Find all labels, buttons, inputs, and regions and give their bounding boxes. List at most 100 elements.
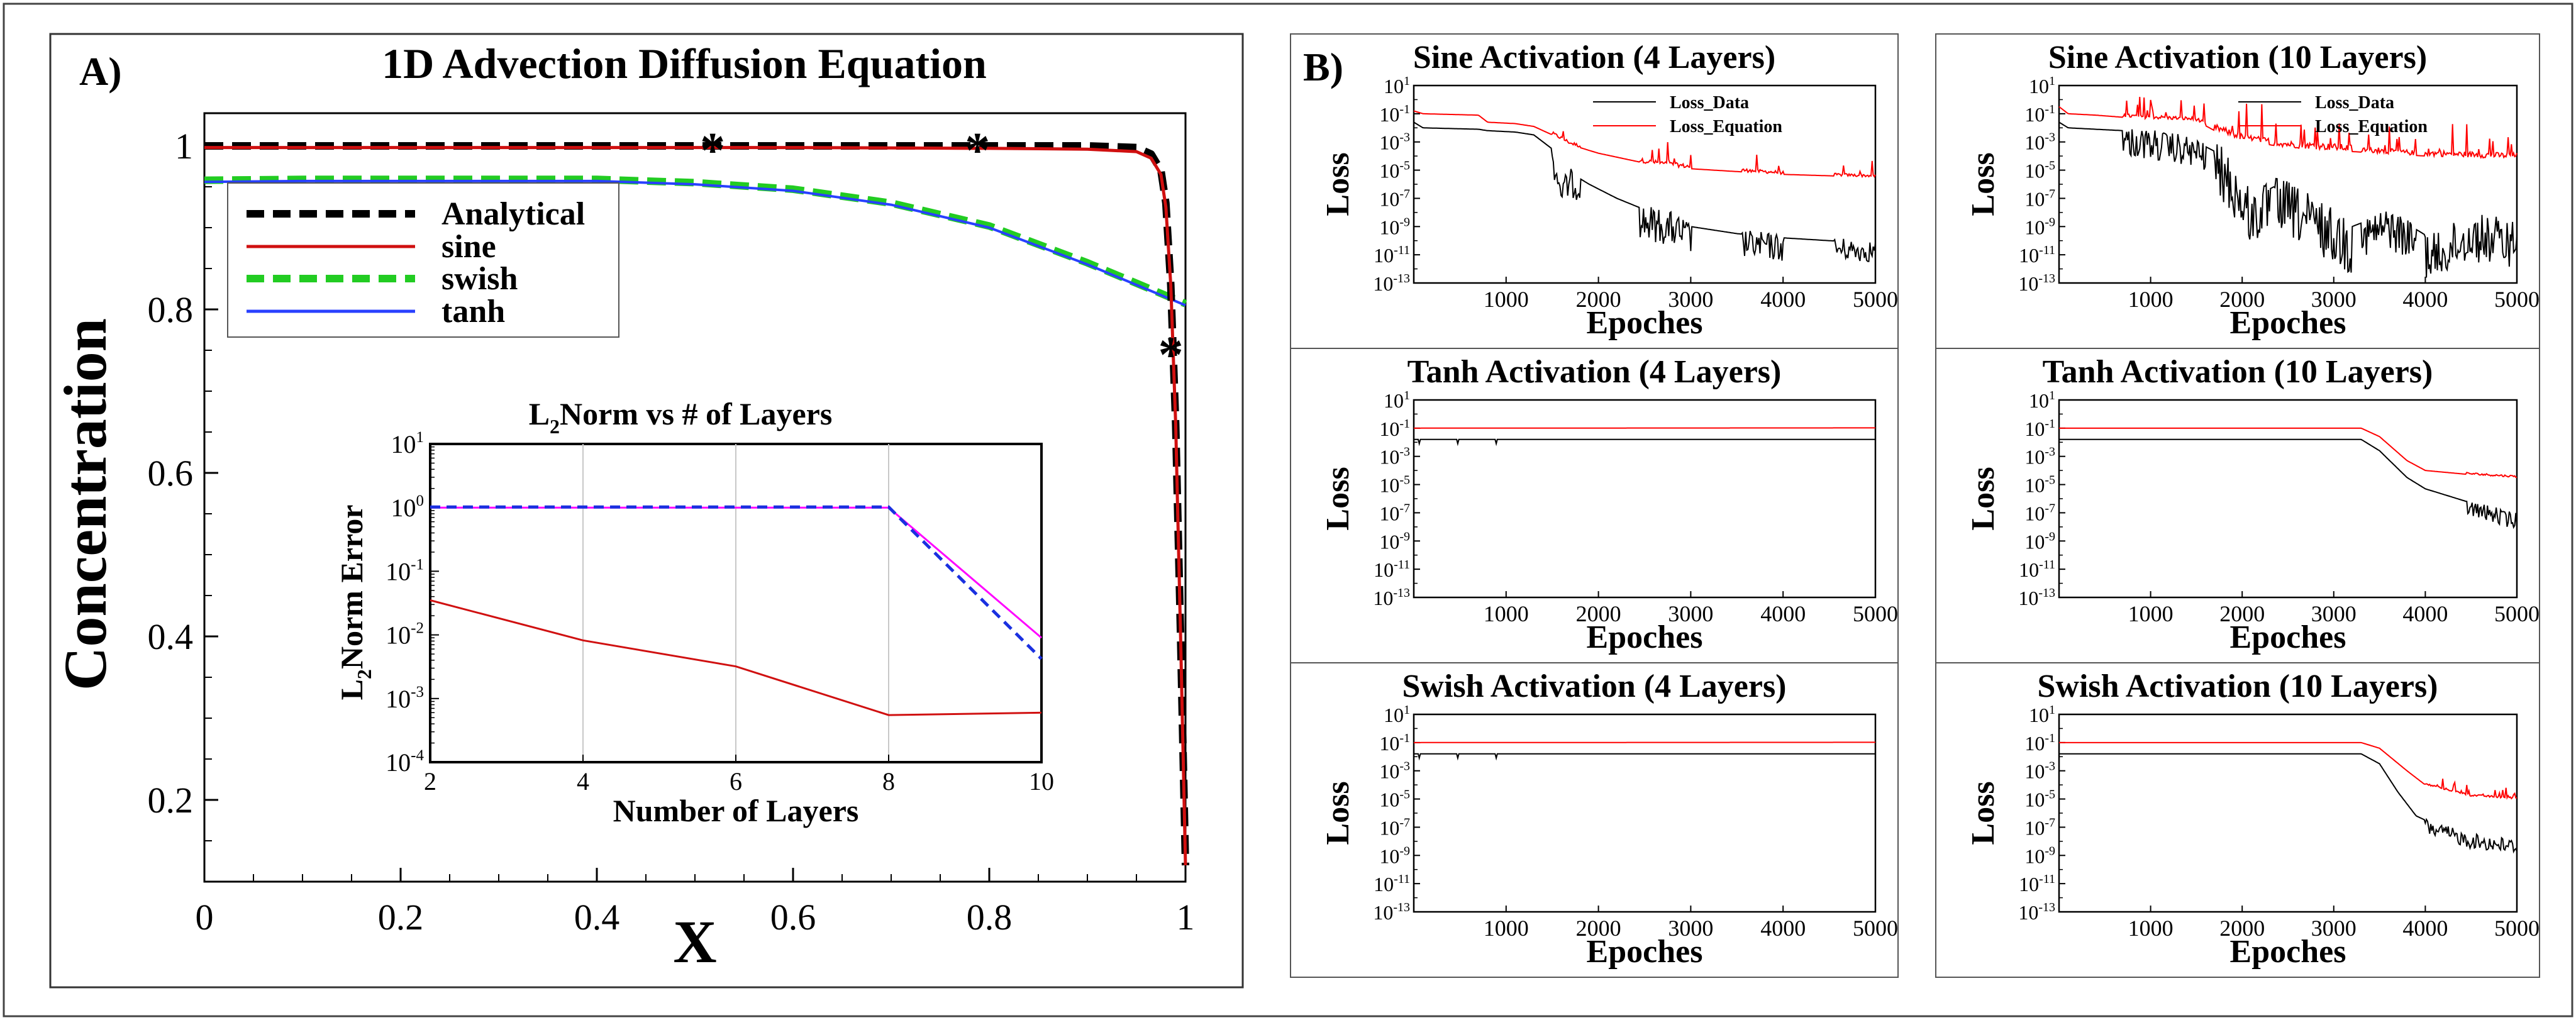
panel-b-label: B) [1303, 45, 1343, 89]
loss-y-tick-label: 10-7 [1379, 816, 1410, 839]
inset-title: L2Norm vs # of Layers [529, 396, 833, 438]
loss-x-tick-label: 3000 [2311, 916, 2357, 941]
loss-y-tick-label: 101 [2029, 703, 2055, 726]
main-chart-series [204, 142, 1189, 866]
inset-x-tick-label: 8 [882, 767, 895, 795]
loss-y-tick-label: 101 [2029, 74, 2055, 97]
loss-y-tick-label: 10-1 [1379, 103, 1410, 126]
loss-y-tick-label: 10-13 [1373, 901, 1410, 924]
loss-y-tick-label: 10-5 [2024, 788, 2055, 811]
loss-y-tick-label: 10-11 [2019, 872, 2055, 895]
loss-panel-frame [1935, 662, 2540, 978]
loss-y-tick-label: 10-11 [1374, 558, 1410, 581]
loss-y-tick-label: 10-5 [1379, 788, 1410, 811]
main-chart-y-label: Concentration [52, 318, 119, 690]
loss-x-label: Epoches [1587, 934, 1703, 970]
loss-x-tick-label: 1000 [2128, 601, 2174, 626]
loss-y-tick-label: 10-13 [2018, 901, 2055, 924]
main-x-tick-label: 1 [1177, 897, 1195, 938]
loss-x-tick-label: 3000 [1668, 601, 1713, 626]
inset-x-tick-label: 6 [730, 767, 742, 795]
loss-y-tick-label: 10-9 [2024, 215, 2055, 238]
loss-y-tick-label: 10-11 [1374, 872, 1410, 895]
main-series-sine [204, 146, 1187, 866]
loss-y-tick-label: 10-3 [1379, 131, 1410, 154]
loss-y-label: Loss [1965, 781, 2001, 845]
inset-x-tick-label: 2 [424, 767, 436, 795]
loss-x-tick-label: 2000 [2219, 287, 2265, 312]
loss-x-tick-label: 1000 [2128, 916, 2174, 941]
loss-y-tick-label: 10-3 [1379, 445, 1410, 468]
loss-equation-series [2058, 96, 2518, 159]
loss-data-series [1414, 753, 1875, 761]
loss-y-tick-label: 10-1 [2024, 731, 2055, 755]
inset-x-label: Number of Layers [613, 793, 859, 828]
inset-series-2 [430, 505, 1043, 660]
loss-y-tick-label: 101 [1384, 389, 1410, 412]
loss-y-tick-label: 10-11 [2019, 243, 2055, 267]
main-y-tick-label: 0.6 [148, 453, 194, 494]
inset-y-tick-label: 10-3 [386, 684, 424, 713]
main-x-tick-label: 0.6 [770, 897, 816, 938]
loss-y-tick-label: 10-1 [1379, 417, 1410, 440]
loss-x-tick-label: 5000 [1853, 601, 1898, 626]
main-chart-markers: * * * [700, 123, 1184, 383]
loss-panel-title: Sine Activation (10 Layers) [2048, 40, 2427, 75]
loss-x-tick-label: 3000 [2311, 287, 2357, 312]
legend-label-tanh: tanh [441, 294, 505, 330]
loss-panel-3: Tanh Activation (10 Layers)101 10-1 10-3 10… [1935, 348, 2540, 663]
loss-x-label: Epoches [2230, 305, 2346, 341]
main-chart-legend: Analytical sine swish tanh [227, 182, 619, 338]
loss-panel-5: Swish Activation (10 Layers)101 10-1 10-3 1… [1935, 662, 2540, 978]
main-chart-title: 1D Advection Diffusion Equation [382, 40, 987, 87]
main-x-tick-label: 0.8 [967, 897, 1013, 938]
panel-a-frame [49, 33, 1244, 989]
main-x-tick-label: 0 [196, 897, 214, 938]
loss-y-tick-label: 10-9 [1379, 844, 1410, 867]
main-series-tanh [204, 179, 1186, 307]
analytical-point-marker: * [700, 123, 725, 179]
loss-y-tick-label: 10-3 [2024, 445, 2055, 468]
loss-panel-0: Sine Activation (4 Layers)101 10-1 10-3 10-… [1290, 33, 1899, 349]
loss-y-tick-label: 10-7 [2024, 187, 2055, 210]
loss-x-tick-label: 3000 [1668, 916, 1713, 941]
inset-x-tick-label: 10 [1029, 767, 1054, 795]
loss-panel-title: Tanh Activation (4 Layers) [1407, 354, 1782, 390]
loss-y-tick-label: 10-3 [2024, 131, 2055, 154]
loss-x-tick-label: 5000 [2494, 916, 2540, 941]
loss-x-tick-label: 1000 [2128, 287, 2174, 312]
loss-x-label: Epoches [2230, 619, 2346, 655]
loss-x-label: Epoches [1587, 619, 1703, 655]
loss-y-tick-label: 10-7 [2024, 501, 2055, 524]
loss-equation-series [2059, 741, 2518, 800]
loss-data-series [1414, 438, 1875, 446]
loss-y-tick-label: 10-13 [1373, 586, 1410, 609]
inset-y-tick-label: 10-4 [386, 747, 424, 777]
loss-equation-series [1414, 741, 1875, 743]
main-x-tick-label: 0.4 [574, 897, 620, 938]
analytical-point-marker: * [965, 123, 990, 179]
loss-y-tick-label: 10-5 [2024, 159, 2055, 182]
loss-y-tick-label: 10-7 [1379, 501, 1410, 524]
loss-y-tick-label: 10-11 [2019, 558, 2055, 581]
loss-y-tick-label: 10-1 [2024, 417, 2055, 440]
loss-panels: Sine Activation (4 Layers)10110-110-310-… [1290, 33, 2540, 978]
loss-x-tick-label: 4000 [1760, 916, 1806, 941]
loss-x-tick-label: 1000 [1484, 601, 1529, 626]
loss-legend-label-data: Loss_Data [2315, 93, 2394, 113]
loss-y-tick-label: 10-5 [1379, 474, 1410, 497]
inset-chart: L2Norm vs # of Layers 2 4 6 8 10 101 100 10-1 10… [334, 396, 1054, 828]
inset-x-tick-label: 4 [577, 767, 589, 795]
loss-data-series [2058, 121, 2518, 278]
loss-y-tick-label: 10-9 [2024, 529, 2055, 553]
analytical-point-marker: * [1158, 328, 1184, 383]
loss-y-label: Loss [1320, 152, 1356, 216]
inset-y-label: L2Norm Error [334, 505, 375, 701]
loss-x-tick-label: 4000 [2402, 916, 2448, 941]
loss-x-tick-label: 5000 [2494, 287, 2540, 312]
loss-x-tick-label: 4000 [1760, 601, 1806, 626]
loss-panel-1: Sine Activation (10 Layers)101 10-1 10-3 10… [1935, 33, 2540, 349]
loss-x-tick-label: 4000 [2402, 287, 2448, 312]
loss-y-tick-label: 10-1 [2024, 103, 2055, 126]
loss-data-series [2059, 438, 2518, 529]
